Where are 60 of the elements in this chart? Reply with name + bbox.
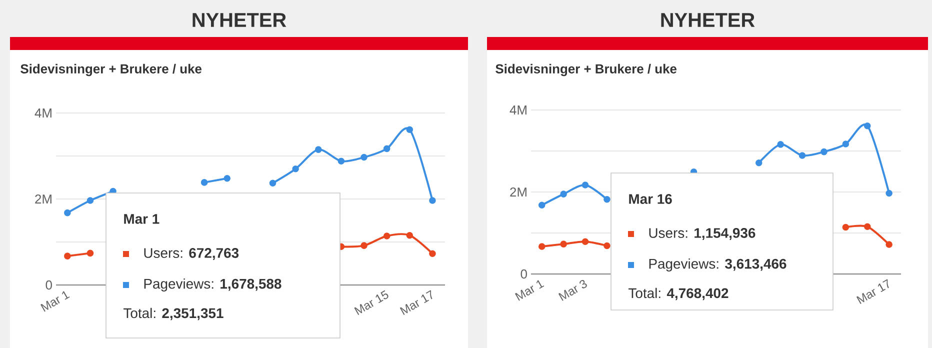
point <box>864 223 871 230</box>
text: Total: 4,768,402 <box>628 288 728 300</box>
point <box>64 252 71 260</box>
x-tick-label: Mar 17 <box>400 290 432 316</box>
point <box>820 148 828 156</box>
annotation: Mar 1 <box>124 214 160 224</box>
point <box>886 190 892 197</box>
annotation: Mar 16 <box>629 194 672 204</box>
x-tick-label: Mar 1 <box>40 291 70 312</box>
point <box>406 232 414 239</box>
point <box>383 232 390 240</box>
chart-subtitle: Sidevisninger + Brukere / uke <box>496 64 677 76</box>
x-tick-label: Mar 17 <box>856 279 889 304</box>
point <box>582 238 589 245</box>
point <box>314 146 322 153</box>
point <box>360 242 368 249</box>
point <box>429 197 436 204</box>
point <box>604 242 610 250</box>
point <box>86 250 94 257</box>
y-tick-label: 4M <box>510 106 526 114</box>
x-tick-label: Mar 15 <box>354 290 388 316</box>
chart-title: NYHETER <box>661 13 755 27</box>
point <box>604 196 610 203</box>
point <box>224 174 231 182</box>
point <box>383 145 390 152</box>
y-tick-label: 0 <box>46 280 52 290</box>
point <box>755 160 762 166</box>
annotation: Pageviews: 1,678,588 <box>144 278 282 292</box>
annotation: Users: 672,763 <box>144 248 239 260</box>
x-tick-label: Mar 3 <box>558 280 587 301</box>
chart-title: NYHETER <box>192 13 286 27</box>
y-tick-label: 4M <box>34 108 52 118</box>
point <box>798 152 806 159</box>
point <box>64 209 71 216</box>
point <box>429 250 436 257</box>
point <box>842 224 850 231</box>
y-tick-label: 0 <box>520 269 527 279</box>
point <box>360 154 368 161</box>
y-tick-label: 2M <box>35 194 52 204</box>
point <box>292 166 299 172</box>
annotation: Users: 1,154,936 <box>649 228 756 240</box>
point <box>560 190 567 198</box>
point <box>200 179 208 186</box>
x-tick-label: Mar 1 <box>514 280 544 301</box>
point <box>406 126 414 134</box>
point <box>538 202 546 209</box>
text: Total: 2,351,351 <box>124 308 224 320</box>
point <box>269 180 276 186</box>
point <box>538 243 546 250</box>
point <box>777 141 784 148</box>
annotation: Pageviews: 3,613,466 <box>649 258 786 272</box>
point <box>582 182 589 188</box>
point <box>864 122 871 130</box>
chart-subtitle: Sidevisninger + Brukere / uke <box>20 64 202 76</box>
point <box>86 197 94 204</box>
point <box>338 158 345 165</box>
point <box>560 240 567 248</box>
point <box>842 140 850 148</box>
point <box>886 241 892 248</box>
y-tick-label: 2M <box>510 187 526 197</box>
